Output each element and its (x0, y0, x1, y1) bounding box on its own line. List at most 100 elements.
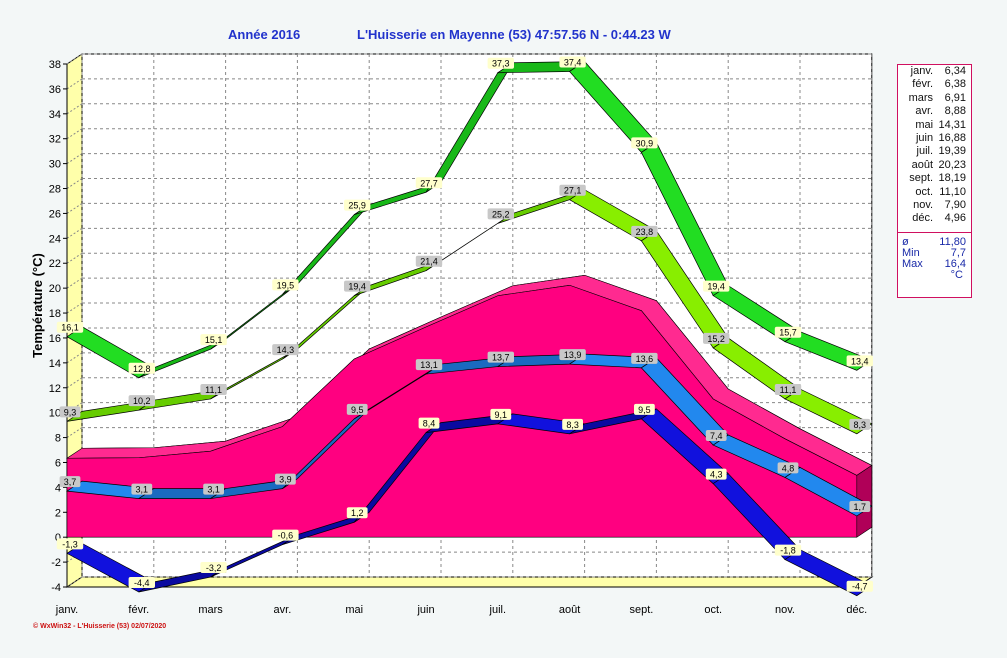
data-label: 30,9 (636, 138, 654, 148)
grid-line-side (66, 302, 83, 314)
legend-stat-value: 7,7 (950, 246, 966, 259)
y-tick-label: 28 (49, 184, 61, 196)
data-label: 9,1 (495, 410, 508, 420)
data-label-box (59, 406, 81, 418)
data-label: 15,1 (205, 335, 223, 345)
legend-stat-label: Min (902, 246, 920, 259)
data-label: 19,4 (707, 282, 725, 292)
legend-row: janv. 6,34 (898, 65, 971, 78)
data-label-box (703, 332, 730, 344)
data-label: 1,2 (351, 508, 364, 518)
grid-line-side (66, 103, 83, 115)
data-label: 13,7 (492, 353, 510, 363)
data-label-box (59, 476, 81, 488)
y-axis-title: Température (°C) (30, 253, 45, 358)
data-label-box (275, 473, 296, 485)
data-label: 4,3 (710, 470, 723, 480)
data-label-box (846, 580, 873, 592)
data-label-box (487, 208, 514, 220)
data-label: -1,3 (62, 539, 78, 549)
legend-value: 19,39 (938, 145, 966, 158)
x-tick-label: nov. (775, 604, 795, 616)
data-label-box (703, 280, 730, 292)
y-tick-label: -2 (51, 557, 61, 569)
data-label: 9,5 (638, 405, 651, 415)
data-label-box (631, 352, 658, 364)
legend-value: 4,96 (944, 212, 966, 225)
data-label: 11,1 (205, 385, 222, 395)
legend-month: déc. (912, 212, 934, 225)
data-label: 7,4 (710, 431, 723, 441)
grid-line-side (66, 427, 83, 438)
footer-credit: © WxWin32 - L'Huisserie (53) 02/07/2020 (33, 623, 167, 630)
legend-value: 11,10 (939, 185, 966, 198)
legend-stat-value: 16,4 (944, 257, 966, 270)
grid-line-side (66, 277, 83, 289)
data-label-box (774, 326, 802, 338)
x-tick-label: juin (416, 604, 434, 616)
y-tick-label: 32 (49, 134, 61, 146)
legend-value: 8,88 (944, 105, 966, 118)
data-label: 3,1 (136, 485, 149, 495)
data-label: -3,2 (206, 563, 222, 573)
y-tick-label: 2 (55, 507, 61, 519)
data-label: 15,2 (707, 334, 725, 344)
year-title: Année 2016 (228, 27, 301, 42)
data-label-box (128, 362, 155, 374)
data-label: 23,8 (636, 227, 654, 237)
data-label-box (487, 351, 514, 363)
data-label-box (203, 483, 224, 495)
x-tick-label: oct. (704, 604, 722, 616)
legend-month: oct. (915, 185, 934, 198)
data-label-box (559, 349, 586, 361)
legend-month: avr. (915, 105, 934, 118)
grid-line-side (66, 377, 83, 389)
y-tick-label: 20 (49, 283, 61, 295)
legend-value: 16,88 (938, 131, 966, 144)
legend-value: 18,19 (938, 172, 966, 185)
y-tick-label: 6 (55, 457, 61, 469)
data-label: 9,3 (64, 407, 77, 417)
x-tick-label: févr. (128, 604, 149, 616)
data-label-box (200, 383, 227, 395)
x-tick-label: août (559, 604, 580, 616)
data-label-box (415, 255, 443, 267)
legend-value: 7,90 (944, 198, 966, 211)
x-tick-label: sept. (629, 604, 653, 616)
data-label: 3,9 (279, 475, 292, 485)
data-label-box (846, 355, 873, 367)
data-label-box (487, 57, 514, 69)
legend-month: janv. (910, 65, 934, 77)
legend-row: juil. 19,39 (898, 145, 971, 158)
x-tick-label: juil. (489, 604, 507, 616)
grid-line-side (66, 178, 83, 189)
data-label-box (346, 507, 368, 519)
data-label-box (562, 418, 583, 430)
legend-month: juin (915, 131, 934, 144)
data-label: 9,5 (351, 405, 364, 415)
legend-month: sept. (909, 172, 934, 185)
data-label: -4,7 (852, 582, 868, 592)
x-tick-label: janv. (55, 604, 78, 616)
y-tick-label: 26 (49, 208, 61, 220)
legend-month: mars (908, 91, 934, 104)
data-label: 11,1 (780, 385, 797, 395)
legend-value: 14,31 (938, 118, 966, 131)
data-label-box (346, 403, 368, 415)
data-label-box (415, 359, 443, 371)
y-tick-label: 30 (49, 159, 61, 171)
y-tick-label: 0 (55, 532, 61, 544)
legend-month: août (911, 158, 934, 171)
data-label: 16,1 (61, 323, 79, 333)
data-label: 12,8 (133, 364, 151, 374)
data-label: 25,2 (492, 209, 510, 219)
data-label: 13,6 (636, 354, 654, 364)
y-tick-label: 36 (49, 84, 61, 96)
legend-value: 20,23 (938, 158, 966, 171)
data-label-box (200, 334, 227, 346)
legend-unit: °C (950, 268, 963, 281)
x-tick-label: mai (345, 604, 363, 616)
data-label: 37,4 (564, 57, 582, 67)
legend-stat-label: Max (902, 257, 923, 270)
y-tick-label: 18 (49, 308, 61, 320)
